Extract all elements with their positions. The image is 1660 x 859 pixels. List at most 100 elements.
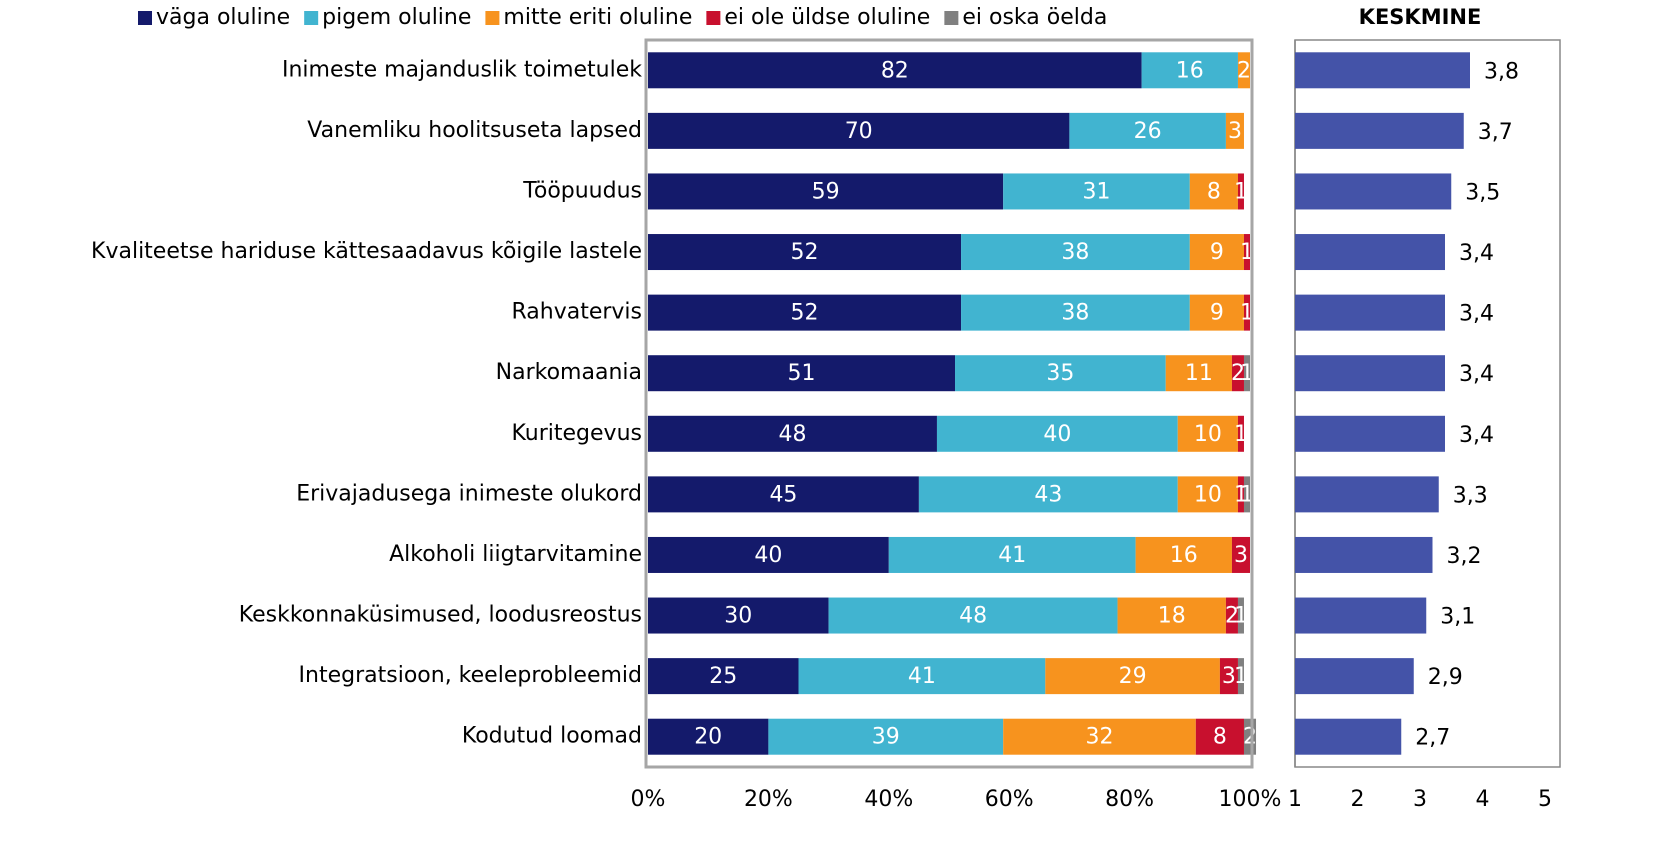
- data-label: 2,7: [1415, 726, 1450, 751]
- legend-label: ei oska öelda: [962, 5, 1107, 30]
- bar-segment: [648, 52, 1142, 89]
- bar-segment: [1225, 597, 1238, 634]
- data-label: 1: [1234, 179, 1248, 204]
- data-label: 1: [1240, 482, 1254, 507]
- data-label: 16: [1176, 58, 1204, 83]
- bar: [1295, 355, 1445, 392]
- bar-segment: [648, 658, 799, 695]
- bar: [1295, 658, 1414, 695]
- category-label: Kodutud loomad: [462, 724, 642, 749]
- data-label: 25: [709, 664, 737, 689]
- data-label: 39: [872, 725, 900, 750]
- data-label: 59: [812, 179, 840, 204]
- bar-segment: [1237, 415, 1244, 452]
- bar-segment: [955, 355, 1166, 392]
- legend-swatch: [138, 11, 152, 25]
- legend-swatch: [485, 11, 500, 25]
- data-label: 8: [1207, 179, 1221, 204]
- category-label: Rahvatervis: [511, 300, 642, 325]
- x-tick-label: 4: [1476, 787, 1490, 812]
- bar-segment: [1231, 355, 1244, 392]
- bar-segment: [1003, 173, 1190, 210]
- data-label: 38: [1061, 240, 1089, 265]
- data-label: 82: [881, 58, 909, 83]
- legend-label: mitte eriti oluline: [503, 5, 692, 30]
- data-label: 3,4: [1459, 241, 1494, 266]
- bar-segment: [1243, 234, 1250, 271]
- mean-title: KESKMINE: [1359, 5, 1482, 29]
- bar-segment: [1003, 718, 1196, 755]
- bar-segment: [1135, 536, 1232, 573]
- data-label: 1: [1240, 361, 1254, 386]
- data-label: 3,8: [1484, 59, 1519, 84]
- plot-frame: [644, 38, 1254, 769]
- bar-segment: [1237, 476, 1244, 513]
- bar-segment: [1045, 658, 1220, 695]
- bar-segment: [1189, 173, 1238, 210]
- bar: [1295, 597, 1427, 634]
- bar: [1295, 415, 1445, 452]
- x-tick-label: 20%: [744, 787, 793, 812]
- x-tick-label: 1: [1288, 787, 1302, 812]
- bar-segment: [1189, 294, 1244, 331]
- legend-label: ei ole üldse oluline: [724, 5, 930, 30]
- bar-segment: [1243, 355, 1250, 392]
- data-label: 2: [1225, 604, 1239, 629]
- data-label: 40: [1043, 422, 1071, 447]
- data-label: 48: [778, 422, 806, 447]
- data-label: 41: [908, 664, 936, 689]
- x-tick-label: 3: [1413, 787, 1427, 812]
- data-label: 70: [845, 119, 873, 144]
- data-label: 3,4: [1459, 423, 1494, 448]
- data-label: 10: [1194, 482, 1222, 507]
- data-label: 3,5: [1465, 180, 1500, 205]
- data-label: 9: [1210, 240, 1224, 265]
- bar-segment: [1243, 294, 1250, 331]
- bar-segment: [1225, 112, 1244, 149]
- category-label: Vanemliku hoolitsuseta lapsed: [307, 118, 642, 143]
- data-label: 52: [791, 240, 819, 265]
- bar-segment: [648, 476, 919, 513]
- data-label: 11: [1185, 361, 1213, 386]
- data-label: 1: [1234, 604, 1248, 629]
- x-tick-label: 40%: [864, 787, 913, 812]
- x-tick-label: 2: [1351, 787, 1365, 812]
- data-label: 35: [1046, 361, 1074, 386]
- data-label: 16: [1170, 543, 1198, 568]
- bar-segment: [1165, 355, 1232, 392]
- bar-segment: [1237, 597, 1244, 634]
- data-label: 3,3: [1453, 483, 1488, 508]
- bar-segment: [648, 415, 937, 452]
- category-label: Narkomaania: [496, 360, 642, 385]
- bar-segment: [648, 355, 956, 392]
- data-label: 29: [1119, 664, 1147, 689]
- bar-segment: [828, 597, 1118, 634]
- data-label: 1: [1234, 664, 1248, 689]
- data-label: 26: [1134, 119, 1162, 144]
- data-label: 45: [769, 482, 797, 507]
- bar-segment: [918, 476, 1178, 513]
- data-label: 2: [1237, 58, 1251, 83]
- data-label: 3,7: [1478, 120, 1513, 145]
- category-label: Kvaliteetse hariduse kättesaadavus kõigi…: [91, 239, 642, 264]
- bar: [1295, 718, 1402, 755]
- data-label: 1: [1240, 240, 1254, 265]
- bar-segment: [648, 234, 962, 271]
- data-label: 1: [1240, 301, 1254, 326]
- bar: [1295, 112, 1464, 149]
- bar-segment: [648, 718, 769, 755]
- bar: [1295, 52, 1470, 89]
- bar-segment: [1237, 52, 1250, 89]
- bar-segment: [798, 658, 1046, 695]
- bar-segment: [1243, 476, 1250, 513]
- data-label: 1: [1234, 422, 1248, 447]
- data-label: 52: [791, 301, 819, 326]
- x-tick-label: 80%: [1105, 787, 1154, 812]
- bar-segment: [1141, 52, 1238, 89]
- x-tick-label: 100%: [1219, 787, 1282, 812]
- data-label: 3: [1234, 543, 1248, 568]
- category-label: Kuritegevus: [511, 421, 642, 446]
- legend-swatch: [944, 11, 959, 25]
- category-label: Keskkonnaküsimused, loodusreostus: [239, 603, 642, 628]
